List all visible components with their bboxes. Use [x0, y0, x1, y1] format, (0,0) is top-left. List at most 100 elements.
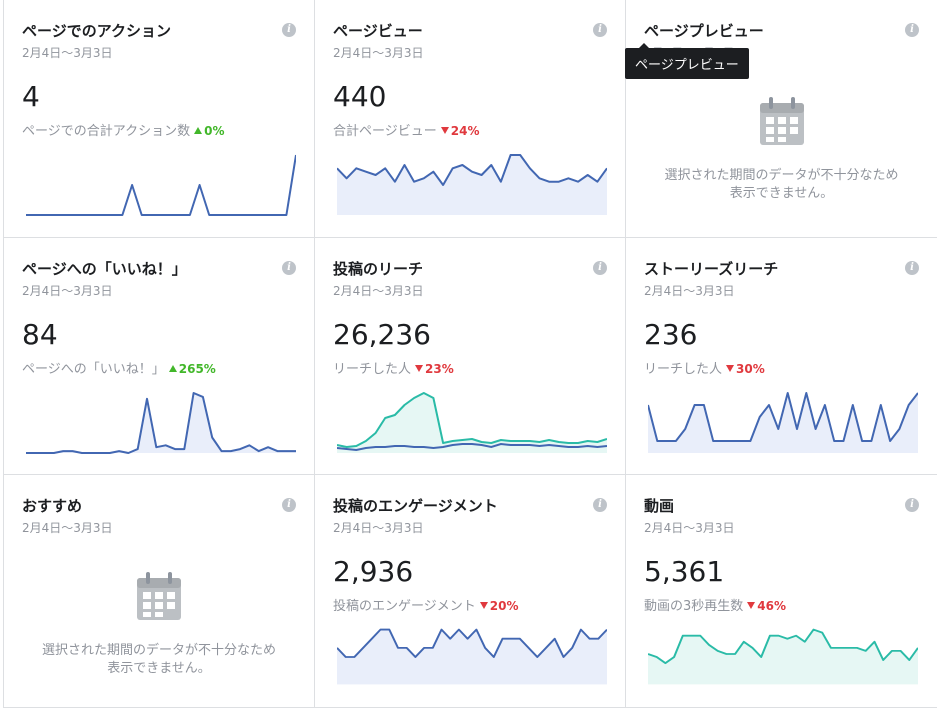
info-icon[interactable]: i	[593, 261, 607, 275]
sparkline-line	[337, 154, 607, 186]
sparkline-engagement	[337, 628, 607, 685]
down-arrow-icon	[726, 365, 735, 372]
sparkline-video	[648, 628, 918, 685]
card-value: 2,936	[333, 555, 414, 588]
sparkline-line	[337, 392, 607, 448]
card-value: 84	[22, 318, 58, 351]
calendar-icon	[759, 97, 804, 145]
up-arrow-icon	[168, 365, 177, 372]
down-arrow-icon	[440, 127, 449, 134]
card-sub-label: ページでの合計アクション数	[22, 124, 191, 139]
change-value: 30%	[736, 362, 765, 376]
change-value: 20%	[489, 599, 519, 613]
change-indicator: 46%	[747, 599, 786, 613]
sparkline-area	[648, 629, 918, 685]
card-date: 2月4日～3月3日	[333, 46, 424, 60]
sparkline-actions	[26, 154, 296, 216]
sparkline-line	[648, 392, 918, 442]
card-value: 26,236	[333, 318, 431, 351]
card-page-likes[interactable]: ページへの「いいね！」 2月4日～3月3日 i 84 ページへの「いいね！」 26…	[4, 238, 315, 475]
change-indicator: 23%	[415, 362, 454, 376]
card-subtitle: 合計ページビュー 24%	[333, 120, 479, 139]
sparkline-area	[337, 155, 607, 215]
card-subtitle: 動画の3秒再生数 46%	[644, 595, 786, 614]
card-recommendations[interactable]: おすすめ 2月4日～3月3日 i 選択された期間のデータが不十分なため 表示できま…	[4, 475, 315, 708]
empty-state: 選択された期間のデータが不十分なため 表示できません。	[4, 570, 314, 678]
empty-message-line1: 選択された期間のデータが不十分なため	[664, 168, 899, 183]
card-sub-label: 投稿のエンゲージメント	[333, 599, 476, 614]
sparkline-line	[648, 628, 918, 665]
change-indicator: 0%	[194, 124, 224, 138]
sparkline-reach	[337, 392, 607, 453]
card-page-actions[interactable]: ページでのアクション 2月4日～3月3日 i 4 ページでの合計アクション数 0%	[4, 0, 315, 238]
info-icon[interactable]: i	[282, 23, 296, 37]
change-indicator: 265%	[168, 362, 216, 376]
card-post-engagement[interactable]: 投稿のエンゲージメント 2月4日～3月3日 i 2,936 投稿のエンゲージメン…	[315, 475, 626, 708]
card-video[interactable]: 動画 2月4日～3月3日 i 5,361 動画の3秒再生数 46%	[626, 475, 937, 708]
change-value: 24%	[450, 124, 480, 138]
change-value: 265%	[178, 362, 216, 376]
card-date: 2月4日～3月3日	[644, 521, 735, 535]
down-arrow-icon	[415, 365, 424, 372]
card-value: 4	[22, 80, 40, 113]
card-date: 2月4日～3月3日	[644, 284, 735, 298]
sparkline-area	[337, 393, 607, 453]
card-value: 236	[644, 318, 698, 351]
empty-message-line2: 表示できません。	[107, 661, 211, 676]
card-sub-label: 合計ページビュー	[333, 124, 437, 139]
card-title: 動画	[644, 497, 675, 515]
empty-message-line2: 表示できません。	[729, 186, 834, 201]
card-page-previews[interactable]: ページプレビュー 2月4日～3月3日 i 選択された期間のデータが不十分なため表…	[626, 0, 937, 238]
calendar-icon	[137, 572, 181, 620]
info-icon[interactable]: i	[905, 23, 919, 37]
sparkline-area	[26, 393, 296, 453]
sparkline-area	[337, 629, 607, 685]
info-icon[interactable]: i	[282, 498, 296, 512]
card-date: 2月4日～3月3日	[333, 521, 424, 535]
insights-grid: ページでのアクション 2月4日～3月3日 i 4 ページでの合計アクション数 0%…	[3, 0, 937, 708]
tooltip-page-preview: ページプレビュー	[625, 43, 749, 79]
change-indicator: 20%	[479, 599, 519, 613]
down-arrow-icon	[479, 602, 488, 609]
card-value: 440	[333, 80, 387, 113]
card-subtitle: 投稿のエンゲージメント 20%	[333, 595, 518, 614]
sparkline-line	[337, 628, 607, 658]
card-subtitle: ページでの合計アクション数 0%	[22, 120, 224, 139]
card-subtitle: リーチした人 23%	[333, 358, 454, 377]
empty-message: 選択された期間のデータが不十分なため 表示できません。	[4, 642, 314, 678]
card-stories-reach[interactable]: ストーリーズリーチ 2月4日～3月3日 i 236 リーチした人 30%	[626, 238, 937, 475]
card-page-views[interactable]: ページビュー 2月4日～3月3日 i 440 合計ページビュー 24%	[315, 0, 626, 238]
card-title: 投稿のリーチ	[333, 260, 424, 278]
change-value: 46%	[757, 599, 787, 613]
empty-message: 選択された期間のデータが不十分なため 表示できません。	[626, 167, 937, 203]
info-icon[interactable]: i	[593, 23, 607, 37]
change-value: 0%	[204, 124, 225, 138]
sparkline-line-secondary	[337, 442, 607, 452]
change-value: 23%	[425, 362, 454, 376]
sparkline-pageviews	[337, 154, 607, 215]
card-value: 5,361	[644, 555, 725, 588]
info-icon[interactable]: i	[905, 498, 919, 512]
info-icon[interactable]: i	[593, 498, 607, 512]
empty-message-line1: 選択された期間のデータが不十分なため	[41, 643, 276, 658]
card-date: 2月4日～3月3日	[22, 284, 113, 298]
card-title: おすすめ	[22, 497, 83, 515]
card-subtitle: ページへの「いいね！」 265%	[22, 358, 216, 377]
info-icon[interactable]: i	[905, 261, 919, 275]
card-title: ストーリーズリーチ	[644, 260, 779, 278]
sparkline-line	[26, 392, 296, 454]
down-arrow-icon	[747, 602, 756, 609]
sparkline-line	[26, 154, 296, 216]
card-title: ページビュー	[333, 22, 423, 40]
card-post-reach[interactable]: 投稿のリーチ 2月4日～3月3日 i 26,236 リーチした人 23%	[315, 238, 626, 475]
card-title: ページへの「いいね！」	[22, 260, 187, 278]
sparkline-area	[648, 393, 918, 453]
info-icon[interactable]: i	[282, 261, 296, 275]
sparkline-likes	[26, 392, 296, 454]
card-sub-label: 動画の3秒再生数	[644, 599, 744, 614]
card-sub-label: リーチした人	[333, 362, 412, 377]
card-title: ページでのアクション	[22, 22, 171, 40]
card-subtitle: リーチした人 30%	[644, 358, 765, 377]
card-sub-label: ページへの「いいね！」	[22, 362, 165, 377]
sparkline-stories	[648, 392, 918, 453]
